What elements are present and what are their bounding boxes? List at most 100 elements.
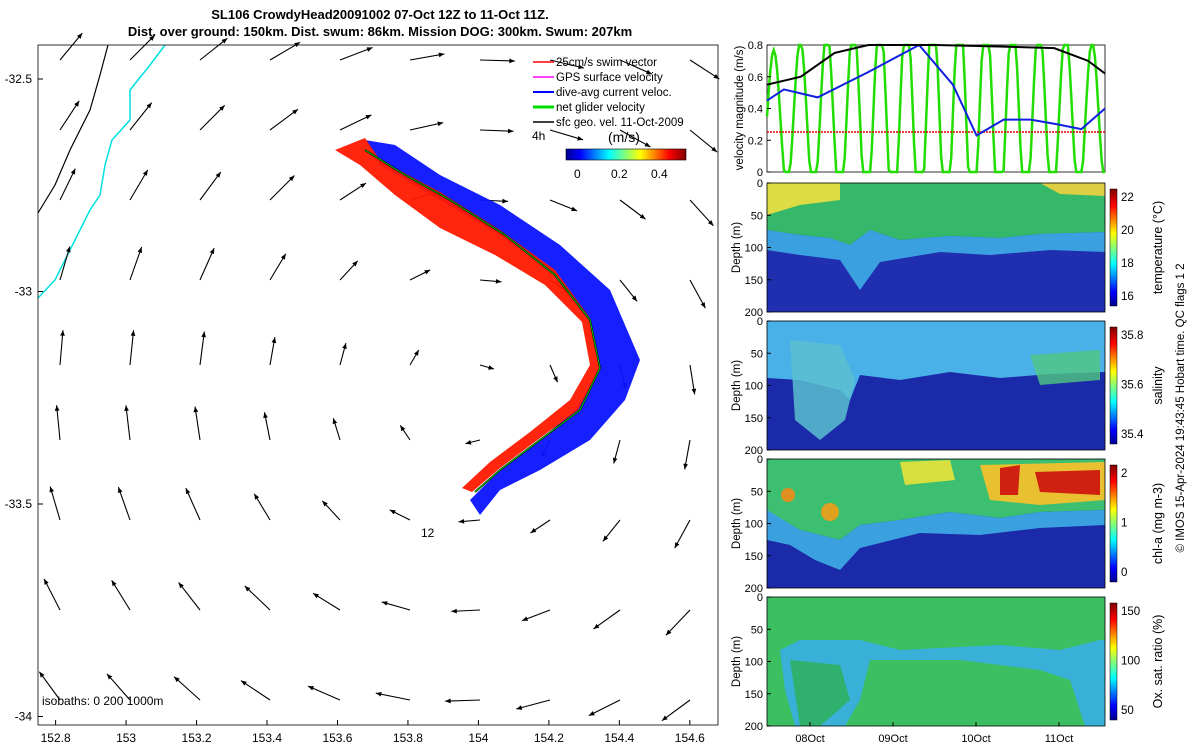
temperature-panel [766, 182, 1106, 313]
geo-vector-arrowhead [438, 52, 445, 58]
geo-vector-arrow [43, 578, 61, 611]
geo-vector-arrowhead [683, 463, 688, 470]
geo-vector-arrowhead [400, 425, 406, 432]
colorbar-ticklabel: 2 [1121, 468, 1127, 480]
salinity-intrusion [790, 340, 855, 440]
geo-vector-arrow [339, 114, 372, 131]
section-colorbar [1109, 326, 1118, 445]
geo-vector-arrow [549, 129, 584, 141]
map-colorbar-tick: 0.4 [651, 167, 668, 181]
depth-ticklabel: 200 [745, 307, 763, 319]
velocity-y-ticklabel: 0.4 [748, 104, 763, 116]
geo-vector-arrowhead [522, 616, 529, 621]
geo-vector-arrow [59, 100, 80, 131]
colorbar-ticklabel: 1 [1121, 518, 1127, 530]
velocity-y-ticks: 0 0.2 0.4 0.6 0.8 [748, 40, 771, 179]
geo-vector-arrowhead [588, 711, 595, 716]
geo-vector-arrow [178, 582, 201, 611]
geo-vector-arrow [199, 37, 228, 61]
velocity-y-ticklabel: 0.6 [748, 72, 763, 84]
temperature-thermocline [767, 230, 1105, 290]
velocity-y-ticklabel: 0 [757, 167, 763, 179]
salinity-panel [766, 320, 1106, 451]
chla-spot [821, 503, 839, 521]
chla-transition [767, 510, 1105, 570]
chla-panel [766, 458, 1106, 589]
chart-title-line1: SL106 CrowdyHead20091002 07-Oct 12Z to 1… [211, 7, 549, 22]
depth-ticklabel: 50 [751, 348, 763, 360]
geo-vector-arrowhead [375, 691, 382, 697]
geo-vector-arrow [129, 330, 135, 366]
geo-vector-arrowhead [118, 487, 123, 494]
depth-ticklabel: 50 [751, 624, 763, 636]
isobaths-label: isobaths: 0 200 1000m [42, 694, 163, 708]
geo-vector-arrowhead [174, 676, 180, 683]
geo-vector-arrow [199, 171, 222, 201]
geo-vector-arrow [479, 59, 515, 62]
geo-vector-arrow [56, 405, 61, 441]
depth-axis-label: Depth (m) [731, 360, 743, 411]
geo-vector-arrow [199, 331, 205, 366]
chla-bloom-core [1000, 465, 1100, 495]
geo-vector-arrow [409, 53, 445, 61]
geo-vector-arrowhead [44, 578, 49, 585]
annotation-4h: 4h [532, 129, 545, 143]
map-y-ticks: -32.5 -33 -33.5 -34 [5, 72, 43, 724]
section-colorbar [1109, 188, 1118, 307]
depth-ticklabel: 200 [745, 445, 763, 457]
geo-vector-arrow [173, 676, 201, 701]
map-panel: 4h 12 25cm/s swim vector GPS surface vel… [5, 32, 720, 745]
geo-vector-arrowhead [142, 169, 148, 176]
geo-vector-arrowhead [111, 580, 117, 587]
geo-vector-arrowhead [244, 585, 251, 592]
dive-avg-current-ribbon [365, 140, 640, 515]
legend-dive-avg: dive-avg current veloc. [556, 87, 672, 99]
geo-vector-arrowhead [124, 405, 129, 412]
depth-ticklabel: 100 [745, 381, 763, 393]
geo-vector-arrow [111, 580, 131, 611]
depth-ticklabel: 100 [745, 519, 763, 531]
oxygen-low-layer [780, 640, 1105, 726]
geo-vector-arrowhead [178, 582, 184, 589]
geo-vector-arrowhead [665, 629, 672, 636]
geo-vector-arrow [619, 59, 653, 75]
geo-vector-arrowhead [280, 253, 286, 260]
map-x-ticklabel: 153.8 [393, 731, 423, 745]
geo-vector-arrow [106, 673, 131, 701]
time-ticklabel: 09Oct [878, 733, 907, 745]
colorbar-ticklabel: 16 [1121, 291, 1134, 303]
geo-vector-arrowhead [137, 247, 142, 254]
geo-vector-arrowhead [644, 142, 651, 147]
geo-vector-arrowhead [60, 330, 65, 336]
section-label: chl-a (mg m-3) [1151, 483, 1165, 564]
dive-avg-velocity-series [766, 43, 1106, 137]
map-x-ticklabel: 153 [116, 731, 136, 745]
map-x-ticklabel: 154.2 [534, 731, 564, 745]
geo-vector-arrowhead [577, 135, 584, 141]
chla-spot [781, 488, 795, 502]
section-label: Ox. sat. ratio (%) [1151, 615, 1165, 709]
map-frame [37, 44, 719, 726]
geo-vector-arrowhead [221, 38, 228, 44]
legend-gps-velocity: GPS surface velocity [556, 72, 663, 84]
isobath-0m [37, 44, 109, 214]
section-colorbar [1109, 602, 1118, 721]
geo-vector-arrowhead [240, 680, 247, 686]
depth-ticklabel: 150 [745, 689, 763, 701]
geo-vector-arrow [59, 246, 71, 281]
geo-vector-arrow [125, 405, 131, 441]
geo-vector-arrowhead [322, 500, 328, 507]
geo-vector-arrow [479, 129, 514, 132]
time-ticklabel: 10Oct [961, 733, 990, 745]
geo-vector-arrow [516, 699, 551, 710]
velocity-panel: 0 0.2 0.4 0.6 0.8 velocity magnitude (m/s) [734, 40, 1106, 179]
depth-ticklabel: 50 [751, 486, 763, 498]
geo-vector-arrow [665, 609, 691, 636]
colorbar-ticklabel: 50 [1121, 705, 1134, 717]
geo-vector-arrowhead [445, 698, 451, 704]
map-colorbar [565, 148, 687, 161]
chla-patch [900, 460, 955, 485]
depth-ticklabel: 100 [745, 657, 763, 669]
depth-axis-label: Depth (m) [731, 222, 743, 273]
geo-vector-arrow [339, 47, 373, 61]
